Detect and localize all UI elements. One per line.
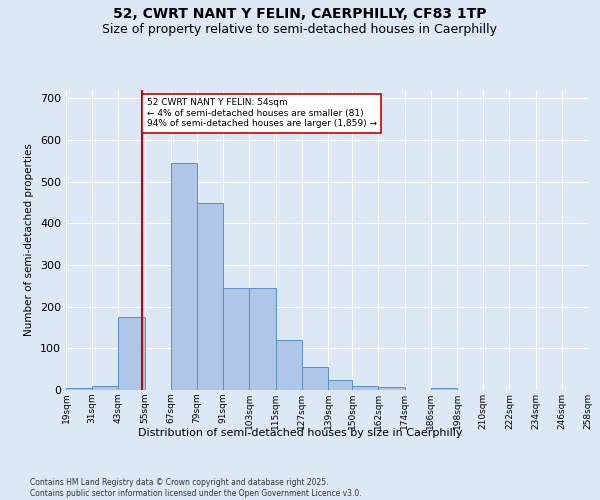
Bar	[118, 317, 145, 390]
Text: Distribution of semi-detached houses by size in Caerphilly: Distribution of semi-detached houses by …	[138, 428, 462, 438]
Bar	[275, 340, 302, 390]
Bar	[197, 202, 223, 390]
Y-axis label: Number of semi-detached properties: Number of semi-detached properties	[25, 144, 34, 336]
Bar	[223, 288, 250, 390]
Bar	[352, 386, 379, 390]
Bar	[431, 388, 457, 390]
Bar	[92, 386, 118, 390]
Bar	[66, 388, 92, 390]
Bar	[250, 288, 275, 390]
Bar	[302, 367, 328, 390]
Text: 52, CWRT NANT Y FELIN, CAERPHILLY, CF83 1TP: 52, CWRT NANT Y FELIN, CAERPHILLY, CF83 …	[113, 8, 487, 22]
Text: 52 CWRT NANT Y FELIN: 54sqm
← 4% of semi-detached houses are smaller (81)
94% of: 52 CWRT NANT Y FELIN: 54sqm ← 4% of semi…	[147, 98, 377, 128]
Text: Contains HM Land Registry data © Crown copyright and database right 2025.
Contai: Contains HM Land Registry data © Crown c…	[30, 478, 362, 498]
Bar	[328, 380, 352, 390]
Text: Size of property relative to semi-detached houses in Caerphilly: Size of property relative to semi-detach…	[103, 22, 497, 36]
Bar	[379, 386, 404, 390]
Bar	[171, 163, 197, 390]
